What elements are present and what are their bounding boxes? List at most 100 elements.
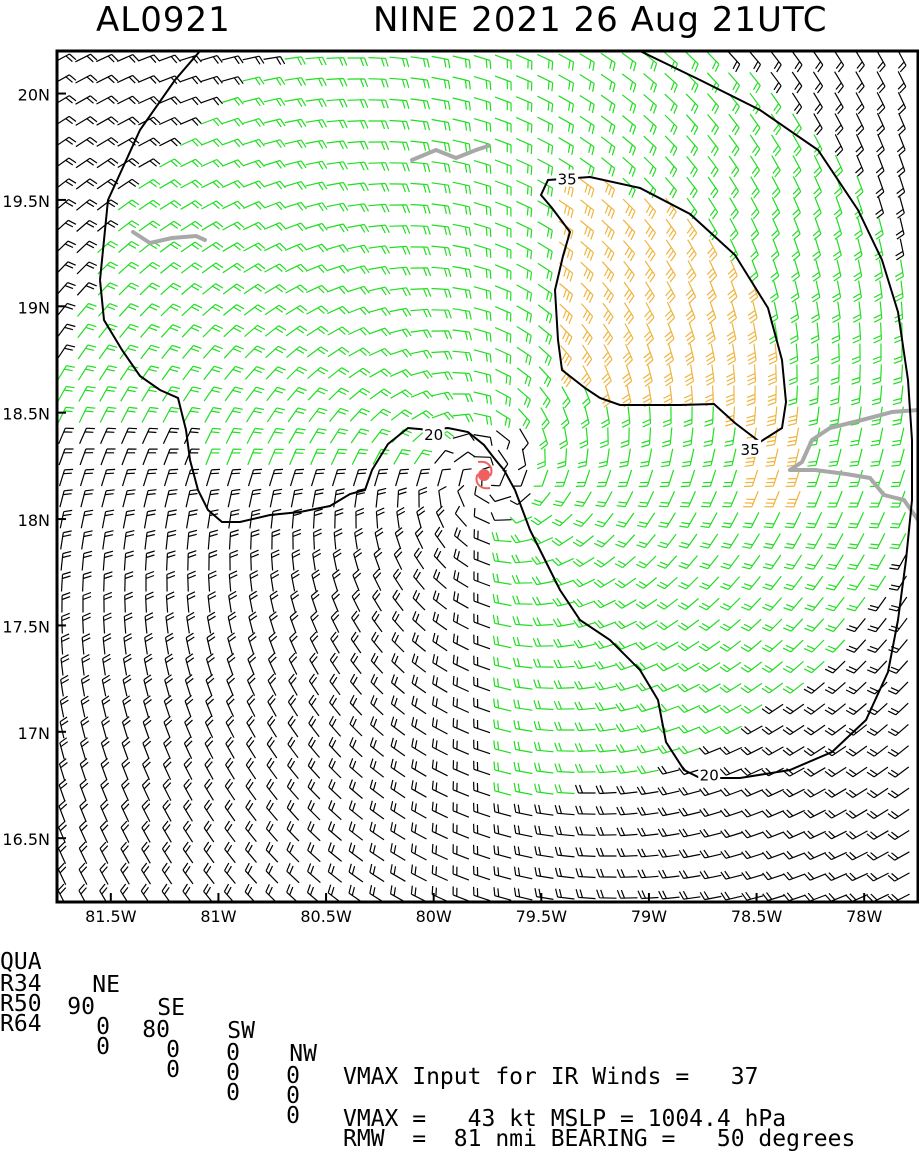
map-frame: [55, 49, 919, 904]
wind-barb: [411, 759, 427, 777]
wind-barb: [137, 75, 161, 84]
wind-barb: [579, 157, 595, 177]
wind-barb: [516, 200, 533, 218]
wind-barb: [782, 830, 806, 839]
wind-barb: [762, 892, 785, 902]
wind-barb: [327, 863, 343, 883]
lon-label: 80W: [416, 907, 452, 926]
wind-barb: [263, 97, 286, 107]
wind-barb: [537, 200, 553, 218]
wind-barb: [306, 325, 329, 337]
wind-barb: [347, 244, 370, 254]
wind-barb: [225, 694, 235, 717]
wind-barb: [305, 139, 328, 149]
wind-barb: [642, 406, 652, 428]
col-header-qua: QUA: [0, 949, 42, 975]
wind-barb: [803, 745, 826, 757]
wind-barb: [539, 386, 551, 409]
wind-barb: [431, 287, 452, 298]
wind-barb: [182, 365, 202, 381]
wind-barb: [452, 160, 472, 174]
wind-barb: [593, 599, 616, 609]
wind-barb: [574, 763, 596, 773]
wind-barb: [452, 118, 471, 132]
wind-barb: [809, 364, 819, 386]
wind-barb: [699, 891, 722, 901]
wind-barb: [636, 534, 656, 549]
wind-barb: [350, 631, 362, 654]
wind-barb: [100, 737, 110, 760]
wind-barb: [305, 77, 327, 87]
wind-barb: [551, 557, 574, 567]
wind-barb: [804, 575, 824, 591]
wind-barb: [138, 158, 161, 168]
wind-barb: [144, 529, 156, 550]
wind-barb: [164, 674, 173, 697]
wind-barb: [438, 485, 447, 508]
wind-barb: [761, 725, 784, 735]
wind-barb: [310, 610, 319, 634]
wind-barb: [579, 94, 595, 114]
wind-barb: [866, 851, 889, 861]
wind-barb: [811, 259, 821, 282]
wind-barb: [410, 822, 427, 840]
wind-barb: [305, 243, 328, 253]
wind-barb: [329, 428, 349, 444]
wind-barb: [720, 576, 741, 590]
wind-barb: [600, 52, 616, 72]
wind-barb: [413, 547, 425, 570]
wind-barb: [182, 883, 192, 902]
wind-barb: [328, 779, 342, 800]
wind-barb: [515, 96, 533, 112]
wind-barb: [101, 489, 115, 508]
wind-barb: [244, 345, 266, 359]
wind-barb: [162, 757, 172, 780]
wind-barb: [664, 302, 676, 325]
wind-barb: [787, 406, 799, 427]
wind-barb: [390, 822, 406, 840]
wind-barb: [75, 116, 98, 126]
wind-barb: [870, 448, 884, 467]
wind-barb: [537, 179, 554, 197]
wind-barb: [223, 304, 245, 316]
wind-barb: [368, 265, 391, 275]
wind-barb: [247, 632, 257, 655]
wind-barb: [707, 134, 719, 157]
wind-barb: [307, 778, 321, 800]
wind-barb: [847, 533, 865, 550]
wind-barb: [410, 119, 431, 131]
wind-barb: [619, 448, 631, 468]
wind-barb: [803, 809, 826, 819]
wind-barb: [803, 682, 825, 694]
wind-barb: [162, 820, 172, 843]
wind-barb: [118, 240, 140, 253]
wind-barb: [244, 366, 265, 380]
wind-barb: [391, 653, 405, 674]
wind-barb: [593, 534, 615, 548]
wind-barb: [332, 548, 342, 571]
wind-barb: [431, 182, 451, 194]
wind-barb: [656, 619, 679, 631]
wind-barb: [698, 661, 721, 673]
wind-barb: [120, 799, 130, 822]
wind-barb: [622, 240, 636, 262]
wind-barb: [58, 448, 74, 466]
wind-barb: [266, 386, 286, 402]
longitude-labels: 81.5W 81W 80.5W 80W 79.5W 79W 78.5W 78W: [85, 907, 882, 926]
wind-barb: [411, 653, 427, 673]
wind-barb: [492, 552, 512, 564]
wind-barb: [369, 863, 385, 883]
lat-label: 19.5N: [2, 192, 50, 211]
wind-barb: [410, 288, 432, 297]
wind-barb: [811, 280, 821, 303]
wind-barb: [677, 662, 700, 672]
wind-barb: [200, 158, 224, 168]
wind-barb: [559, 303, 573, 324]
wind-barb: [493, 824, 512, 838]
wind-barb: [186, 611, 196, 634]
wind-barb: [202, 283, 224, 295]
wind-barb: [574, 784, 596, 794]
wind-barb: [57, 53, 77, 63]
wind-barb: [354, 488, 366, 508]
wind-barb: [347, 57, 369, 67]
